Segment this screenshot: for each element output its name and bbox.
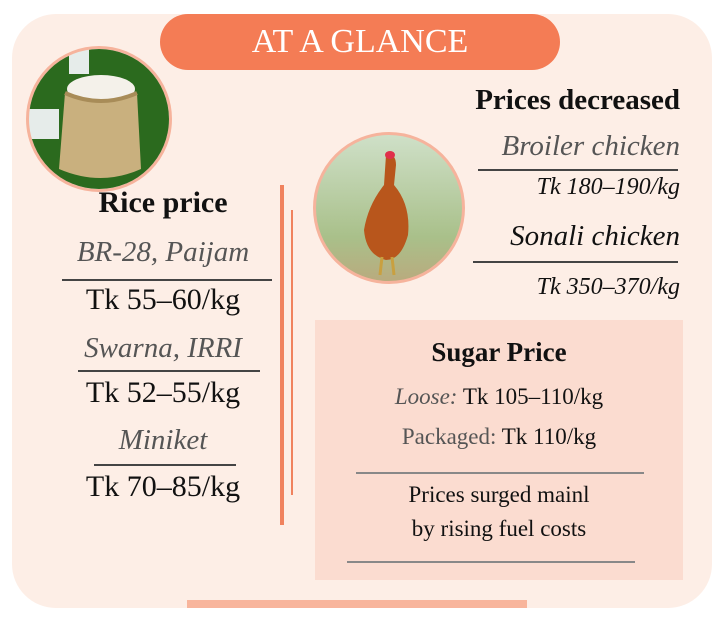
rice-variety: Swarna, IRRI (84, 332, 242, 364)
rice-price: Tk 70–85/kg (85, 470, 241, 503)
bottom-accent-bar (187, 600, 527, 608)
rice-sack-image (26, 46, 172, 192)
rice-variety: BR-28, Paijam (76, 236, 250, 268)
chicken-name: Sonali chicken (510, 220, 680, 252)
loose-label: Loose: (394, 384, 458, 409)
chicken-price: Tk 350–370/kg (536, 274, 680, 300)
sugar-note-line1: Prices surged mainl (408, 482, 590, 507)
chicken-name: Broiler chicken (501, 130, 681, 162)
sugar-loose: Loose: Tk 105–110/kg (315, 384, 683, 410)
chicken-heading: Prices decreased (475, 84, 680, 116)
chicken-image (313, 132, 465, 284)
sugar-note-line2: by rising fuel costs (411, 516, 587, 541)
packaged-label: Packaged: (401, 424, 497, 449)
divider-line (473, 261, 678, 263)
divider-line (280, 185, 284, 525)
sugar-box (315, 320, 683, 580)
divider-line (291, 210, 293, 495)
chicken-price: Tk 180–190/kg (536, 174, 680, 200)
divider-line (78, 370, 260, 372)
divider-line (478, 169, 678, 171)
title-banner: AT A GLANCE (160, 14, 560, 70)
packaged-price: Tk 110/kg (501, 424, 597, 449)
loose-price: Tk 105–110/kg (462, 384, 604, 409)
divider-line (94, 464, 236, 466)
divider-line (62, 279, 272, 281)
rice-variety: Miniket (118, 424, 208, 456)
rice-heading: Rice price (98, 186, 228, 219)
rice-price: Tk 55–60/kg (85, 283, 241, 316)
rice-price: Tk 52–55/kg (85, 376, 241, 409)
divider-line (356, 472, 644, 474)
sugar-heading: Sugar Price (431, 337, 567, 367)
sugar-packaged: Packaged: Tk 110/kg (315, 424, 683, 450)
divider-line (347, 561, 635, 563)
